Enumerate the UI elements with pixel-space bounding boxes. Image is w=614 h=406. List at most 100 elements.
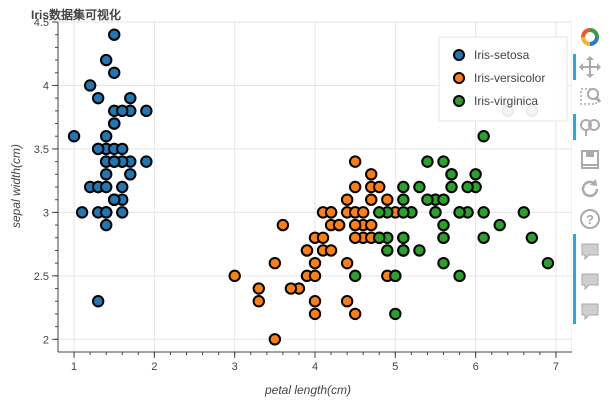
data-point: [461, 180, 474, 194]
save-icon: [581, 150, 599, 169]
data-point: [316, 231, 330, 244]
hover-icon-2: [581, 273, 599, 291]
data-point: [91, 91, 105, 105]
help-tool[interactable]: ?: [577, 206, 603, 232]
data-point: [477, 130, 490, 143]
legend-label: Iris-versicolor: [474, 71, 545, 85]
data-point: [124, 168, 137, 181]
data-point: [389, 307, 402, 321]
data-point: [397, 206, 410, 219]
data-point: [373, 231, 386, 244]
data-point: [421, 155, 434, 168]
hover-tool-3[interactable]: [577, 298, 603, 324]
data-point: [340, 193, 354, 206]
legend: Iris-setosa Iris-versicolor Iris-virginica: [438, 36, 568, 122]
data-point: [413, 244, 426, 257]
data-point: [140, 155, 153, 168]
y-tick-label: 3.5: [34, 144, 49, 156]
data-point: [469, 168, 482, 181]
data-point: [99, 130, 113, 143]
axes: 1 2 3 4 5 6 7 2 2.5 3 3.5 4 4.5: [34, 17, 572, 373]
tool-active-indicator: [573, 114, 576, 140]
hover-tools-active-indicator: [573, 234, 576, 324]
data-point: [429, 206, 442, 219]
y-tick-label: 2: [43, 334, 49, 346]
data-point: [284, 282, 298, 295]
x-tick-label: 6: [473, 361, 479, 373]
data-point: [116, 142, 129, 156]
reset-tool[interactable]: [577, 176, 603, 202]
legend-marker: [453, 95, 465, 107]
data-point: [108, 66, 121, 79]
data-point: [75, 206, 89, 219]
pan-tool[interactable]: [577, 54, 603, 80]
scatter-plot[interactable]: 1 2 3 4 5 6 7 2 2.5 3 3.5 4 4.5 petal length(cm) sep…: [0, 0, 572, 406]
data-point: [99, 218, 113, 232]
hover-tool-1[interactable]: [577, 238, 603, 264]
y-tick-label: 4: [43, 80, 49, 92]
data-points: [67, 28, 555, 346]
data-point: [517, 206, 531, 219]
data-point: [453, 269, 466, 283]
data-point: [365, 218, 378, 232]
data-point: [356, 206, 370, 219]
data-point: [348, 180, 362, 194]
data-point: [437, 256, 450, 270]
data-point: [397, 244, 410, 257]
data-point: [348, 218, 362, 232]
data-point: [308, 256, 322, 270]
data-point: [116, 104, 129, 118]
legend-label: Iris-virginica: [474, 94, 538, 108]
data-point: [477, 231, 490, 244]
save-tool[interactable]: [577, 146, 603, 172]
data-point: [332, 218, 346, 232]
hover-tool-2[interactable]: [577, 268, 603, 294]
chart-title: Iris数据集可视化: [31, 8, 122, 22]
data-point: [348, 155, 362, 168]
data-point: [99, 168, 113, 181]
data-point: [300, 244, 314, 257]
data-point: [252, 295, 265, 308]
data-point: [397, 231, 410, 244]
data-point: [91, 295, 105, 308]
data-point: [116, 206, 129, 219]
y-axis-label: sepal width(cm): [9, 144, 23, 228]
data-point: [397, 180, 410, 194]
x-tick-label: 2: [151, 361, 157, 373]
toolbar: ?: [573, 22, 607, 332]
legend-marker: [453, 72, 465, 84]
data-point: [108, 193, 121, 206]
bokeh-logo-tool: [577, 24, 603, 50]
data-point: [541, 256, 555, 270]
x-tick-label: 7: [553, 361, 559, 373]
data-point: [324, 244, 338, 257]
x-tick-label: 1: [71, 361, 77, 373]
data-point: [437, 231, 450, 244]
data-point: [437, 218, 450, 232]
data-point: [308, 295, 322, 308]
data-point: [252, 282, 265, 295]
data-point: [276, 218, 290, 232]
data-point: [340, 295, 354, 308]
y-tick-label: 4.5: [34, 17, 49, 29]
data-point: [477, 206, 490, 219]
data-point: [348, 269, 362, 283]
data-point: [268, 333, 282, 346]
data-point: [348, 231, 362, 244]
data-point: [324, 206, 338, 219]
data-point: [108, 117, 121, 130]
y-tick-label: 3: [43, 207, 49, 219]
data-point: [308, 307, 322, 321]
hover-icon-1: [581, 243, 599, 261]
data-point: [108, 155, 121, 168]
wheel-zoom-tool[interactable]: [577, 114, 603, 140]
box-zoom-tool[interactable]: [577, 84, 603, 110]
legend-label: Iris-setosa: [474, 48, 530, 62]
data-point: [525, 231, 539, 244]
data-point: [453, 206, 466, 219]
data-point: [116, 180, 129, 194]
data-point: [389, 269, 402, 283]
x-axis-label: petal length(cm): [264, 383, 351, 397]
data-point: [413, 180, 426, 194]
